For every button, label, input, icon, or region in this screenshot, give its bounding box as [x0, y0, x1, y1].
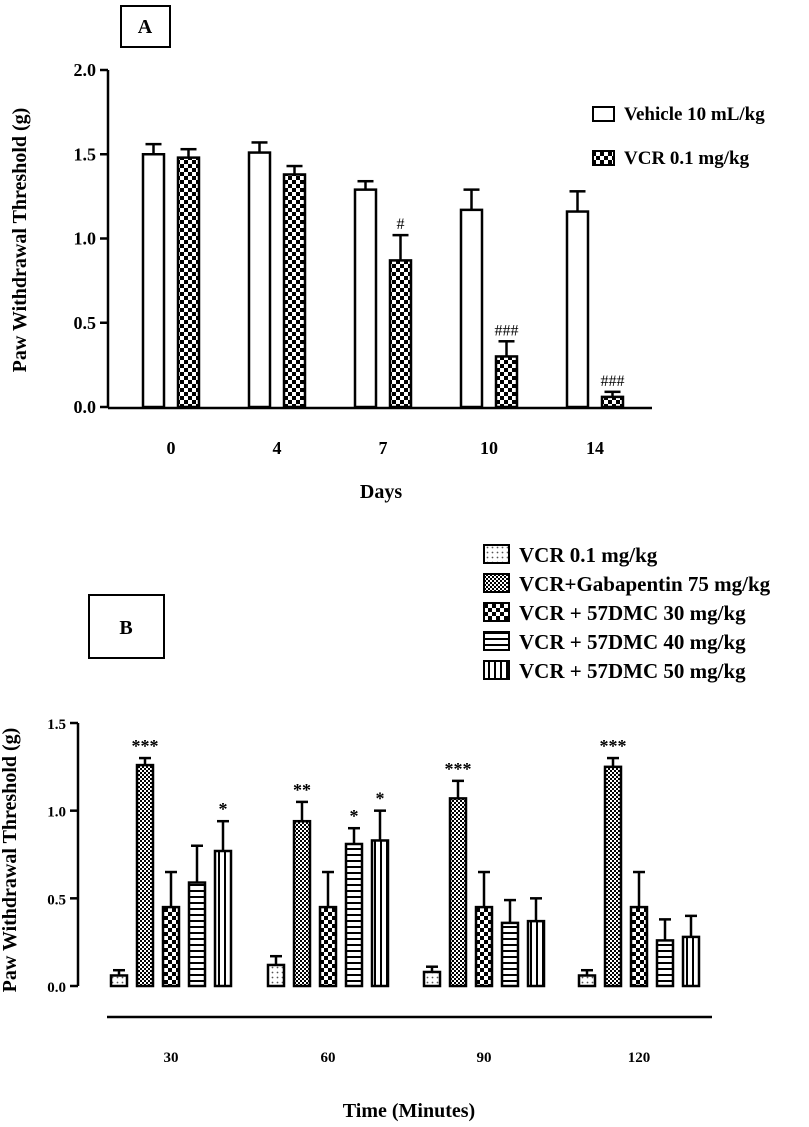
legend-swatch	[483, 660, 510, 680]
legend-swatch	[483, 544, 510, 564]
significance-marker: ###	[495, 322, 519, 339]
bar-vehicle-10-ml-kg	[247, 151, 272, 409]
x-tick-label: 7	[379, 438, 388, 458]
bar-vcr-57dmc-50-mg-kg	[370, 839, 390, 988]
panel-a-label-box	[120, 5, 171, 48]
significance-marker: ***	[132, 736, 159, 756]
significance-marker: *	[219, 799, 228, 819]
bar-vcr-57dmc-30-mg-kg	[629, 905, 649, 988]
panel-b-label: B	[119, 617, 132, 639]
bar-vcr-57dmc-50-mg-kg	[213, 849, 233, 988]
legend-label: VCR + 57DMC 30 mg/kg	[519, 601, 746, 625]
y-tick-label: 1.5	[47, 717, 66, 733]
bar-vcr-0-1-mg-kg	[388, 259, 413, 409]
legend-swatch	[592, 106, 615, 122]
bar-vcr-57dmc-30-mg-kg	[318, 905, 338, 988]
bar-vehicle-10-ml-kg	[459, 208, 484, 409]
legend-label: VCR 0.1 mg/kg	[624, 148, 750, 169]
significance-marker: ***	[600, 736, 627, 756]
panel-b-x-axis-label: Time (Minutes)	[343, 1100, 475, 1122]
bar-vcr-57dmc-30-mg-kg	[161, 905, 181, 988]
x-tick-label: 60	[321, 1050, 336, 1066]
bar-vcr-57dmc-30-mg-kg	[474, 905, 494, 988]
y-tick-label: 0.5	[74, 313, 97, 333]
x-tick-label: 90	[477, 1050, 492, 1066]
x-tick-label: 30	[164, 1050, 179, 1066]
legend-swatch	[592, 150, 615, 166]
bar-vcr-0-1-mg-kg	[577, 974, 597, 988]
bar-vcr-57dmc-40-mg-kg	[187, 881, 207, 988]
panel-a-chart: 0.0 0.5 1.0 1.5 2.0 0 4 7 #10 ### 14 ### Vehicle 10 …	[74, 60, 766, 458]
y-tick-label: 0.5	[47, 892, 66, 908]
significance-marker: *	[350, 806, 359, 826]
bar-vcr-57dmc-50-mg-kg	[526, 919, 546, 988]
y-tick-label: 0.0	[74, 397, 97, 417]
x-tick-label: 14	[586, 438, 604, 458]
panel-b-label-box	[88, 594, 165, 659]
legend-label: Vehicle 10 mL/kg	[624, 104, 765, 125]
legend-swatch	[483, 602, 510, 622]
bar-vcr-0-1-mg-kg	[266, 963, 286, 988]
bar-vehicle-10-ml-kg	[353, 188, 378, 409]
panel-b-chart: 0.00.51.01.530****60****90***120***VCR 0…	[47, 543, 770, 1066]
bar-vcr-57dmc-50-mg-kg	[681, 935, 701, 988]
bar-vcr-gabapentin-75-mg-kg	[448, 797, 468, 988]
bar-vcr-57dmc-40-mg-kg	[344, 842, 364, 988]
panel-a-x-axis-label: Days	[360, 481, 402, 503]
bar-vcr-0-1-mg-kg	[600, 395, 625, 409]
legend-label: VCR+Gabapentin 75 mg/kg	[519, 572, 771, 596]
y-tick-label: 0.0	[47, 980, 66, 996]
significance-marker: **	[293, 780, 311, 800]
y-tick-label: 2.0	[74, 60, 97, 80]
bar-vcr-0-1-mg-kg	[422, 970, 442, 988]
y-tick-label: 1.5	[74, 144, 97, 164]
panel-b-y-axis-label: Paw Withdrawal Threshold (g)	[0, 728, 21, 993]
bar-vcr-57dmc-40-mg-kg	[655, 939, 675, 988]
x-tick-label: 4	[273, 438, 282, 458]
legend-label: VCR + 57DMC 40 mg/kg	[519, 630, 746, 654]
legend-label: VCR + 57DMC 50 mg/kg	[519, 659, 746, 683]
bar-vcr-0-1-mg-kg	[282, 173, 307, 409]
legend-swatch	[483, 631, 510, 651]
bar-vcr-0-1-mg-kg	[494, 355, 519, 409]
y-tick-label: 1.0	[47, 805, 66, 821]
significance-marker: #	[397, 216, 405, 233]
x-tick-label: 120	[628, 1050, 651, 1066]
bar-vcr-0-1-mg-kg	[176, 156, 201, 409]
panel-a-label: A	[138, 16, 153, 38]
legend-swatch	[483, 573, 510, 593]
bar-vehicle-10-ml-kg	[141, 153, 166, 409]
significance-marker: ***	[445, 759, 472, 779]
panel-a-y-axis-label: Paw Withdrawal Threshold (g)	[9, 108, 31, 373]
bar-vcr-gabapentin-75-mg-kg	[603, 765, 623, 988]
significance-marker: ###	[601, 373, 625, 390]
bar-vehicle-10-ml-kg	[565, 210, 590, 409]
bar-vcr-57dmc-40-mg-kg	[500, 921, 520, 988]
bar-vcr-0-1-mg-kg	[109, 974, 129, 988]
x-tick-label: 0	[167, 438, 176, 458]
legend-label: VCR 0.1 mg/kg	[519, 543, 658, 567]
significance-marker: *	[376, 789, 385, 809]
bar-vcr-gabapentin-75-mg-kg	[135, 763, 155, 988]
y-tick-label: 1.0	[74, 229, 97, 249]
x-tick-label: 10	[480, 438, 498, 458]
bar-vcr-gabapentin-75-mg-kg	[292, 819, 312, 988]
